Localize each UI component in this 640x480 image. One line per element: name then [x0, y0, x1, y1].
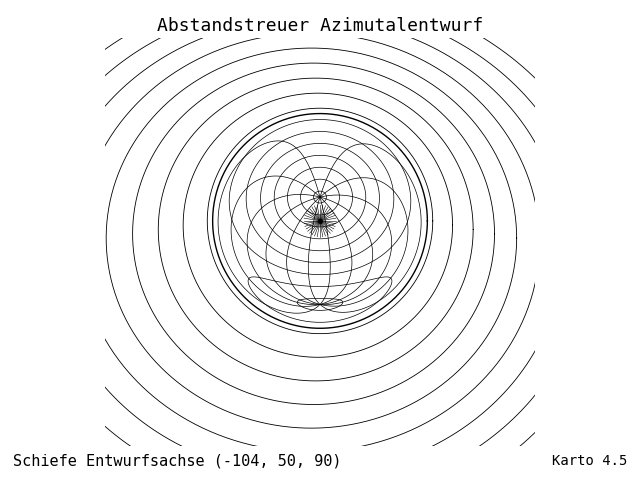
- Text: Karto 4.5: Karto 4.5: [552, 454, 627, 468]
- Text: Schiefe Entwurfsachse (-104, 50, 90): Schiefe Entwurfsachse (-104, 50, 90): [13, 453, 341, 468]
- Text: Abstandstreuer Azimutalentwurf: Abstandstreuer Azimutalentwurf: [157, 17, 483, 35]
